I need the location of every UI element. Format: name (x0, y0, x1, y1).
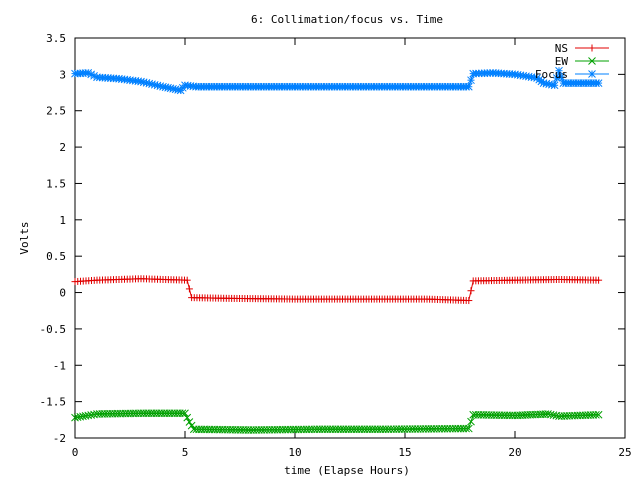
data-point (183, 413, 192, 422)
legend-marker-ns (588, 44, 596, 52)
y-tick-label: 1.5 (46, 177, 66, 190)
y-tick-label: 0 (59, 287, 66, 300)
data-point (464, 424, 473, 433)
y-tick-label: 2 (59, 141, 66, 154)
y-tick-label: -1.5 (40, 396, 67, 409)
y-tick-label: 2.5 (46, 105, 66, 118)
data-point (594, 79, 603, 87)
y-tick-label: 1 (59, 214, 66, 227)
y-axis-label: Volts (18, 221, 31, 254)
data-point (595, 276, 603, 284)
x-tick-label: 25 (618, 446, 631, 459)
y-tick-label: -2 (53, 432, 66, 445)
y-tick-label: -0.5 (40, 323, 67, 336)
y-tick-label: 3 (59, 68, 66, 81)
y-tick-label: 3.5 (46, 32, 66, 45)
plot-frame (74, 37, 626, 439)
data-point (187, 421, 196, 430)
data-point (183, 276, 191, 284)
y-tick-label: 0.5 (46, 250, 66, 263)
data-point (467, 287, 475, 295)
series-ew (71, 409, 603, 434)
legend-label-ns: NS (555, 42, 568, 55)
x-tick-label: 15 (398, 446, 411, 459)
data-point (557, 73, 566, 81)
legend-marker-focus (588, 70, 596, 78)
legend-label-focus: Focus (535, 68, 568, 81)
axes: -2 -1.5 -1 -0.5 0 0.5 1 1.5 2 2.5 3 3.5 0 5 10 15 20 25 (40, 32, 632, 459)
data-point (550, 81, 559, 90)
data-point (592, 410, 600, 419)
x-tick-label: 20 (508, 446, 521, 459)
data-point (552, 74, 561, 82)
x-tick-label: 5 (182, 446, 189, 459)
data-point (594, 410, 603, 419)
data-point (181, 409, 189, 418)
series-layer (71, 66, 603, 434)
data-point (465, 297, 473, 305)
data-point (467, 76, 475, 85)
data-point (185, 285, 193, 293)
chart-title: 6: Collimation/focus vs. Time (251, 13, 443, 26)
series-ns (71, 275, 603, 305)
x-tick-label: 0 (72, 446, 79, 459)
data-point (185, 418, 194, 426)
x-axis-label: time (Elapse Hours) (284, 464, 410, 477)
x-tick-label: 10 (288, 446, 301, 459)
data-point (467, 417, 475, 426)
series-focus (71, 66, 603, 95)
legend-label-ew: EW (555, 55, 569, 68)
data-point (464, 82, 473, 91)
legend-marker-ew (588, 57, 596, 65)
data-point (462, 424, 470, 433)
y-tick-label: -1 (53, 359, 66, 372)
data-point (555, 66, 563, 75)
